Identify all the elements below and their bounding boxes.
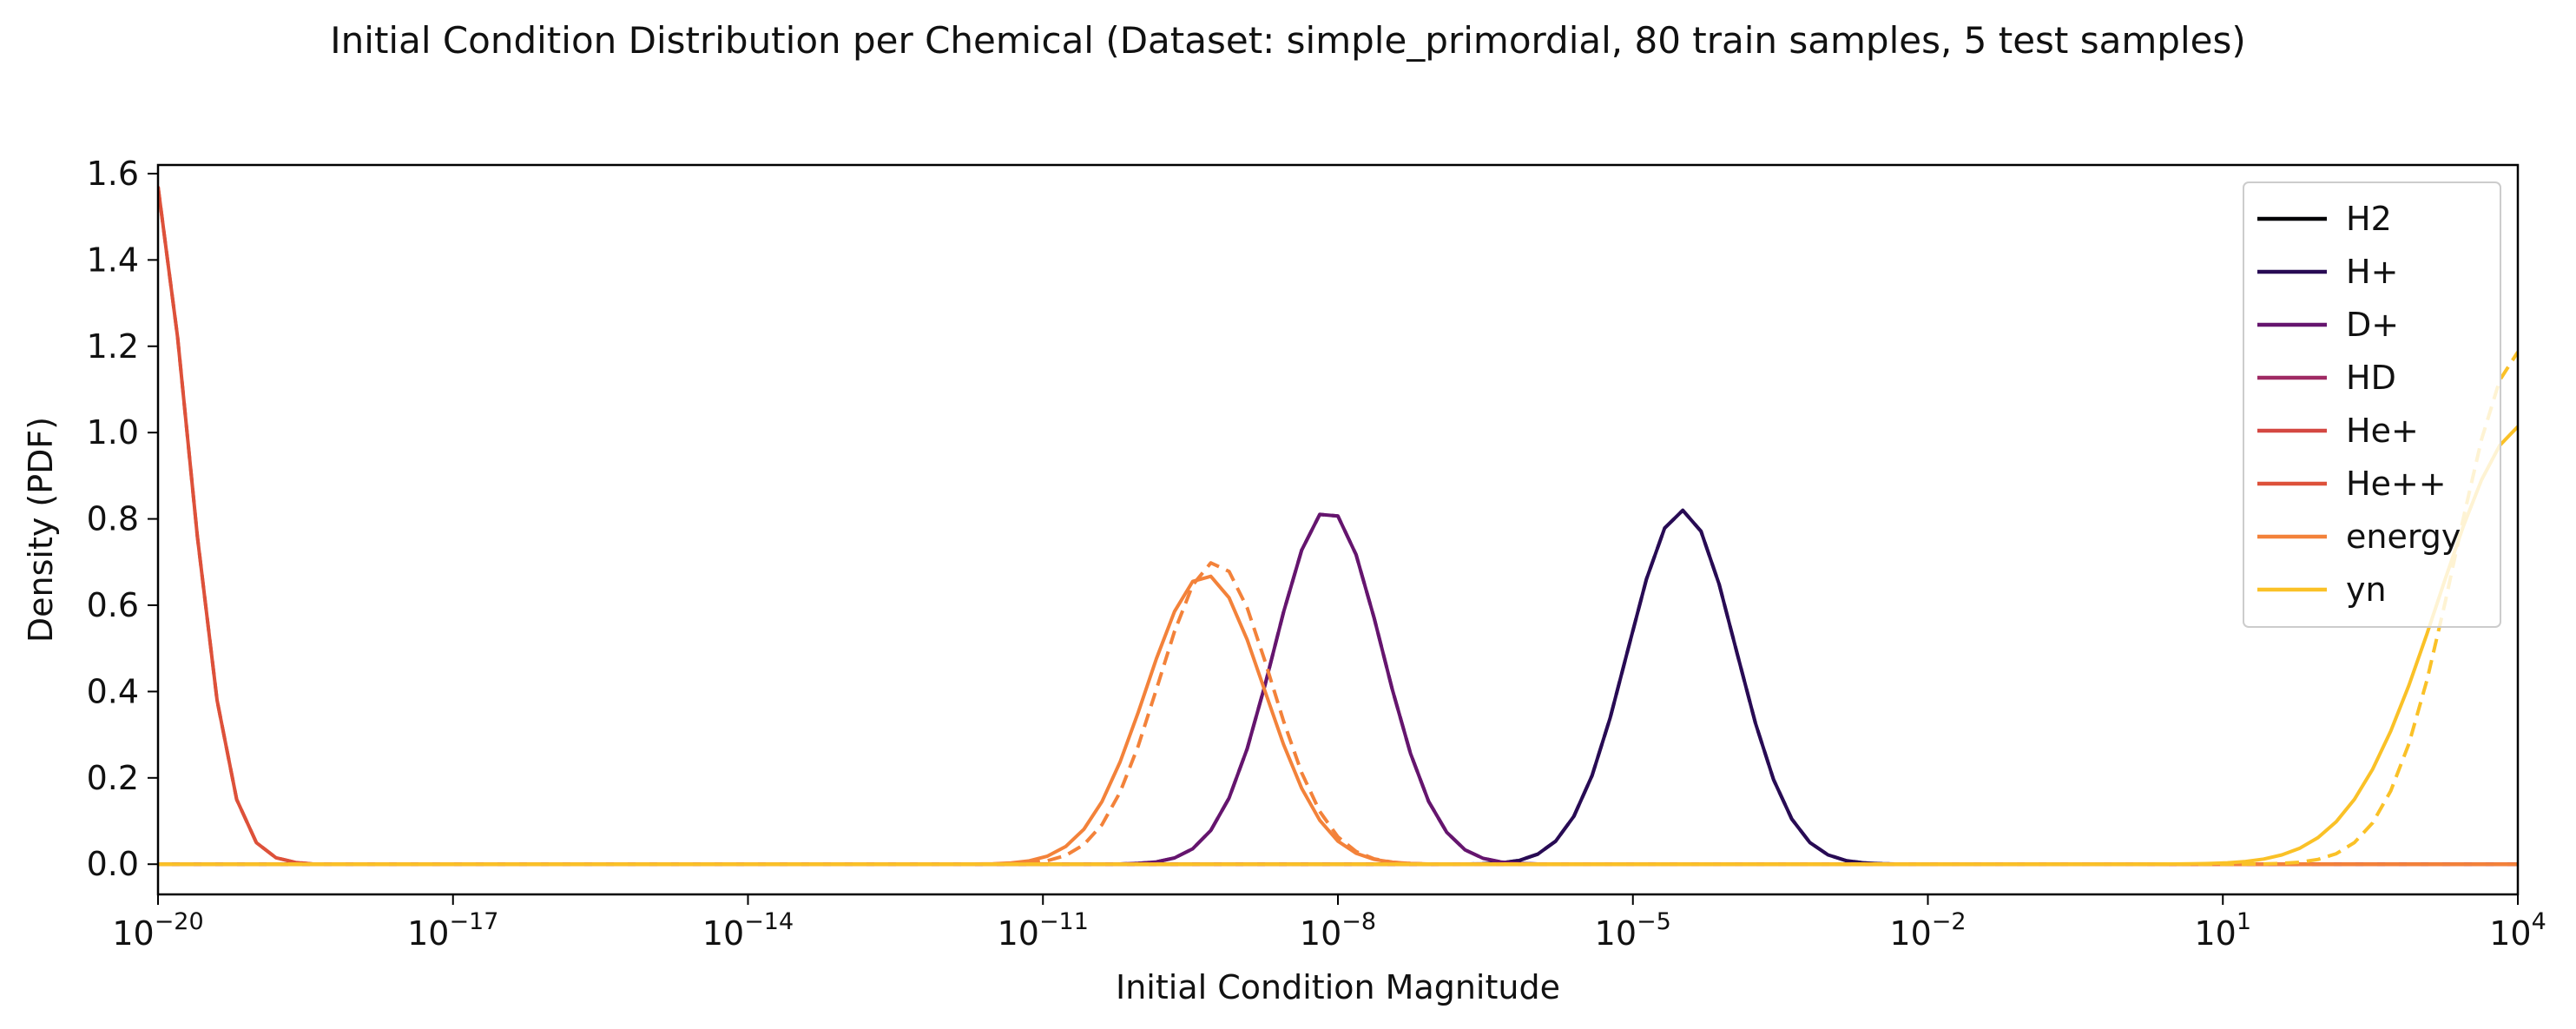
legend-label: yn: [2346, 571, 2387, 609]
x-tick-label: 104: [2489, 908, 2546, 953]
legend-label: H2: [2346, 200, 2392, 238]
series-test-line-dplus: [158, 512, 2518, 867]
y-tick-label: 1.6: [87, 155, 139, 193]
series-test-line-hplus: [158, 508, 2518, 867]
y-tick-label: 0.6: [87, 586, 139, 624]
series-line-dplus: [158, 512, 2518, 867]
series-line-yn: [158, 425, 2518, 867]
y-tick-label: 1.0: [87, 413, 139, 452]
x-axis-label: Initial Condition Magnitude: [1116, 968, 1560, 1006]
y-tick-label: 1.4: [87, 241, 139, 279]
legend-label: H+: [2346, 253, 2398, 291]
y-tick-label: 0.0: [87, 845, 139, 883]
legend-label: He++: [2346, 465, 2447, 503]
chart-title: Initial Condition Distribution per Chemi…: [330, 19, 2246, 62]
legend-frame: [2243, 181, 2501, 628]
y-tick-label: 0.2: [87, 759, 139, 797]
legend-label: energy: [2346, 518, 2461, 556]
legend[interactable]: H2 H+ D+ HD He+ He++ energy yn: [2243, 181, 2501, 628]
y-axis-label: Density (PDF): [22, 417, 60, 643]
legend-label: D+: [2346, 306, 2399, 344]
series-line-heplusplus: [158, 186, 2518, 867]
y-tick-label: 0.4: [87, 672, 139, 710]
x-tick-label: 10−14: [702, 908, 794, 953]
series-test-line-yn: [158, 351, 2518, 867]
x-tick-label: 10−8: [1300, 908, 1376, 953]
y-tick-label: 0.8: [87, 500, 139, 538]
plot-frame: [156, 163, 2520, 896]
x-tick-label: 10−20: [112, 908, 203, 953]
series-line-hplus: [158, 508, 2518, 867]
legend-label: HD: [2346, 359, 2396, 397]
series-test-line-energy: [158, 561, 2518, 867]
legend-label: He+: [2346, 412, 2419, 450]
x-tick-label: 10−5: [1595, 908, 1671, 953]
x-tick-label: 101: [2194, 908, 2251, 953]
x-tick-label: 10−17: [407, 908, 498, 953]
x-tick-label: 10−2: [1889, 908, 1966, 953]
series-test-line-heplusplus: [158, 186, 2518, 867]
series-line-energy: [158, 574, 2518, 867]
y-tick-label: 1.2: [87, 327, 139, 366]
x-tick-label: 10−11: [998, 908, 1089, 953]
